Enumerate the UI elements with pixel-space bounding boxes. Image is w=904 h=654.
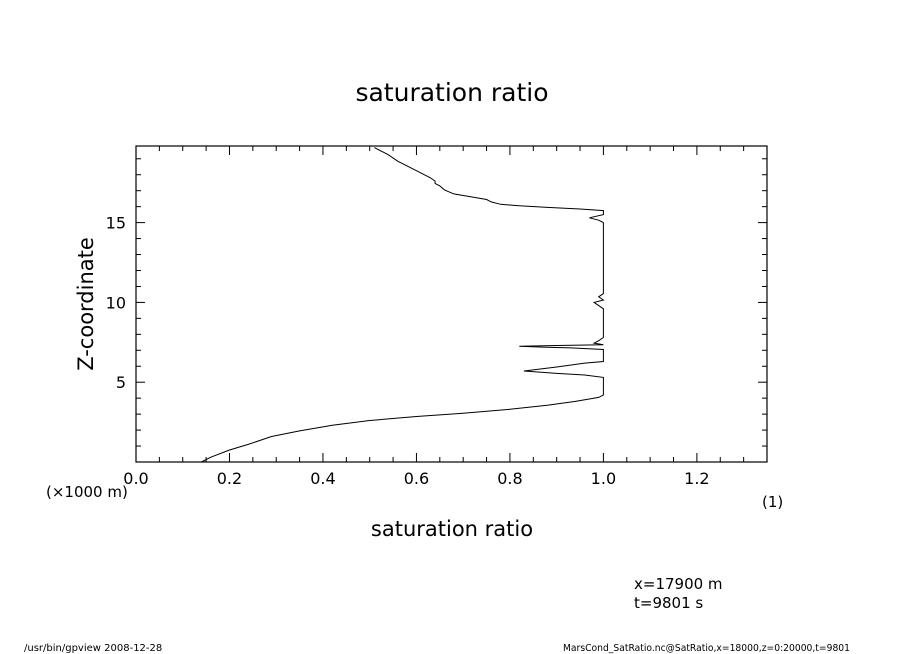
- plot-area: 0.0 0.2 0.4 0.6 0.8 1.0 1.2 5 10 15: [106, 145, 768, 488]
- x-unit-label: (1): [762, 493, 783, 511]
- series-line: [201, 147, 605, 463]
- x-tick-label: 0.0: [123, 469, 148, 488]
- x-axis-label: saturation ratio: [371, 517, 533, 541]
- x-tick-label: 0.4: [310, 469, 335, 488]
- x-tick-label: 0.6: [404, 469, 429, 488]
- x-value-note: x=17900 m: [634, 575, 723, 593]
- x-tick-label: 1.0: [591, 469, 616, 488]
- plot-frame: [135, 145, 768, 463]
- y-tick-label: 10: [106, 293, 126, 312]
- y-tick-label: 5: [116, 373, 126, 392]
- x-tick-label: 0.8: [497, 469, 522, 488]
- x-tick-labels: 0.0 0.2 0.4 0.6 0.8 1.0 1.2: [123, 469, 709, 488]
- chart-title: saturation ratio: [355, 78, 548, 107]
- y-unit-label: (×1000 m): [46, 483, 128, 501]
- axis-ticks: [135, 146, 768, 462]
- t-value-note: t=9801 s: [634, 594, 703, 612]
- y-axis-label: Z-coordinate: [74, 237, 98, 371]
- footer-right: MarsCond_SatRatio.nc@SatRatio,x=18000,z=…: [563, 643, 850, 654]
- x-tick-label: 0.2: [217, 469, 242, 488]
- footer-left: /usr/bin/gpview 2008-12-28: [24, 643, 162, 654]
- x-tick-label: 1.2: [684, 469, 709, 488]
- y-tick-label: 15: [106, 214, 126, 233]
- y-tick-labels: 5 10 15: [106, 214, 126, 393]
